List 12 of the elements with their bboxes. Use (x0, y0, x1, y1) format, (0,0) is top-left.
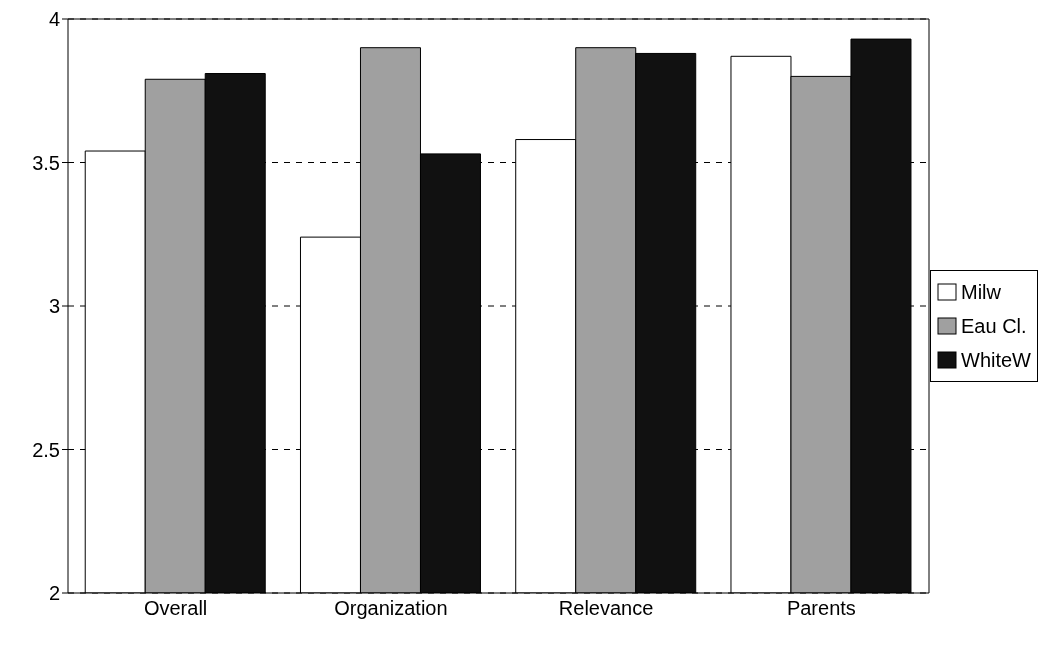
y-tick-label: 3.5 (32, 151, 60, 174)
legend-label: Eau Cl. (961, 313, 1027, 339)
legend-label: WhiteW (961, 347, 1031, 373)
x-tick-label: Overall (143, 597, 208, 620)
y-tick-label: 2.5 (32, 438, 60, 461)
y-tick-label: 3 (48, 295, 60, 318)
x-tick-label: Relevance (558, 597, 654, 620)
legend-label: Milw (961, 279, 1001, 305)
x-tick-label: Organization (334, 597, 448, 620)
x-tick-label: Parents (786, 597, 856, 620)
y-tick-label: 4 (48, 8, 60, 31)
y-tick-label: 2 (48, 582, 60, 605)
